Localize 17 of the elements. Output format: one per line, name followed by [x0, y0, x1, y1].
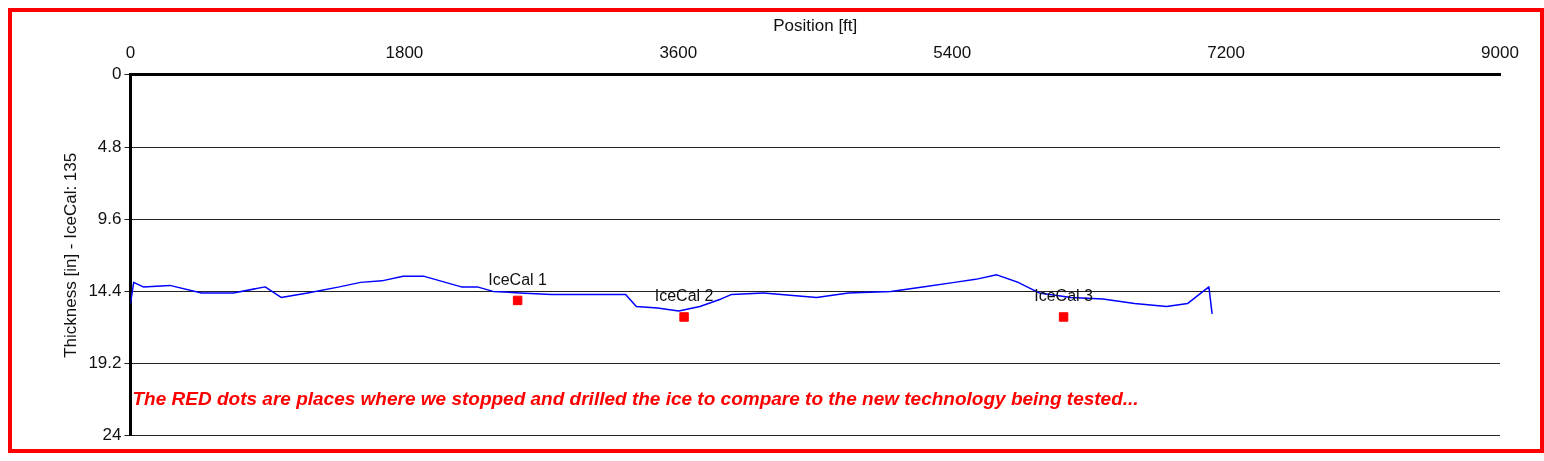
annotation: IceCal 2 [654, 287, 714, 305]
x-tick-label: 9000 [1481, 43, 1519, 63]
x-tick-label: 1800 [385, 43, 424, 63]
x-tick-label: 5400 [933, 43, 972, 63]
x-axis-title: Position [ft] [773, 15, 858, 35]
x-tick-label: 7200 [1207, 43, 1246, 63]
annotation: IceCal 1 [488, 270, 548, 288]
y-tick-label: 9.6 [97, 208, 122, 228]
y-tick-label: 24 [102, 425, 122, 445]
y-axis-title: Thickness [in] - IceCal: 135 [60, 152, 80, 358]
x-tick-label: 3600 [659, 43, 698, 63]
y-tick-label: 14.4 [88, 281, 122, 301]
y-tick-label: 0 [112, 64, 122, 84]
x-tick-label: 0 [125, 43, 136, 63]
y-tick-label: 19.2 [88, 353, 122, 373]
annotation: The RED dots are places where we stopped and drilled the ice to compare to the new technology being tested... [132, 387, 1139, 409]
y-tick-label: 4.8 [97, 136, 122, 156]
